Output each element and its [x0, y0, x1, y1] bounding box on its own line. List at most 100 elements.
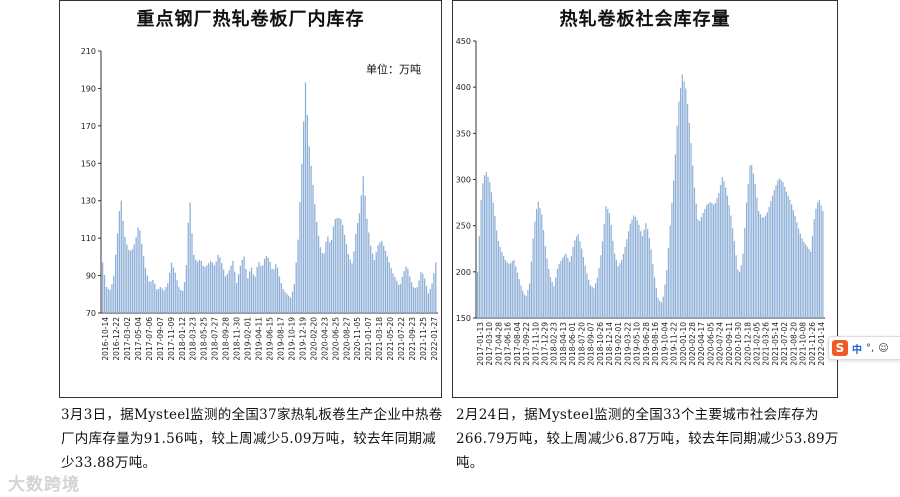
c0-x-tick-label: 2018-09-28	[222, 317, 231, 361]
c0-bar	[109, 289, 111, 313]
c1-bar	[621, 259, 623, 318]
c0-bar	[139, 230, 141, 313]
c0-bar	[174, 272, 176, 313]
c0-bar	[329, 242, 331, 313]
c1-bar	[506, 262, 508, 318]
c0-bar	[284, 291, 286, 313]
c0-bar	[275, 264, 277, 313]
c1-x-tick-label: 2017-04-28	[494, 322, 503, 366]
right-chart-title: 热轧卷板社会库存量	[559, 9, 731, 30]
c1-bar	[712, 204, 715, 318]
c1-bar	[732, 228, 734, 318]
c1-bar	[692, 165, 694, 318]
c1-bar	[709, 201, 711, 318]
c0-x-tick-label: 2022-01-27	[430, 317, 439, 361]
sogou-logo-icon[interactable]: S	[832, 340, 848, 356]
c1-bar	[740, 265, 742, 318]
c0-bar	[276, 267, 279, 313]
c1-bar	[598, 268, 600, 318]
c1-bar	[660, 302, 663, 318]
ime-chinese-mode[interactable]: 中	[852, 344, 862, 356]
c0-x-tick-label: 2019-10-19	[287, 317, 296, 361]
c1-x-tick-label: 2017-03-10	[485, 322, 494, 366]
c1-bar	[686, 103, 689, 318]
c1-bar	[591, 286, 593, 318]
c0-bar	[183, 282, 186, 313]
c0-bar	[401, 276, 403, 313]
c0-bar	[370, 245, 372, 313]
c1-bar	[575, 236, 578, 318]
c0-bar	[234, 271, 236, 313]
c1-bar	[657, 298, 659, 318]
c1-bar	[626, 239, 628, 318]
c0-bar	[332, 226, 335, 313]
left-chart-plot: 70 90 110 130 150 170 190 210 2016-10-14 2016-12-…	[81, 47, 439, 361]
c1-x-tick-label: 2018-04-13	[559, 322, 568, 366]
c1-bar	[643, 229, 645, 318]
left-chart-title: 重点钢厂热轧卷板厂内库存	[136, 9, 365, 30]
c1-bar	[806, 246, 808, 318]
c1-bar	[614, 253, 616, 318]
c0-bar	[228, 270, 230, 313]
c1-bar	[640, 231, 642, 318]
c0-x-tick-label: 2020-02-20	[309, 317, 318, 361]
c0-bar	[236, 282, 238, 313]
c1-bar	[579, 241, 581, 318]
c0-bar	[243, 256, 245, 313]
c1-bar	[546, 258, 548, 318]
c0-bar	[103, 274, 106, 313]
c0-y-tick-label: 170	[81, 122, 96, 131]
c1-bar	[490, 192, 493, 318]
c1-bar	[503, 255, 505, 318]
c1-bar	[752, 173, 755, 318]
c0-bar	[237, 274, 240, 313]
c0-bar	[165, 286, 167, 313]
c0-bar	[126, 244, 128, 313]
c0-bar	[422, 273, 424, 313]
c1-bar	[820, 205, 822, 318]
c1-bar	[567, 257, 569, 318]
c0-bar	[405, 266, 407, 313]
c1-bar	[688, 122, 690, 319]
c0-bar	[185, 264, 188, 313]
c1-bar	[610, 224, 612, 318]
c1-bar	[683, 81, 685, 318]
c1-bar	[508, 263, 510, 318]
c1-bar	[544, 246, 546, 318]
c0-bar	[265, 255, 268, 313]
c0-bar	[310, 165, 312, 313]
c1-bar	[804, 244, 807, 318]
c1-bar	[673, 180, 675, 318]
ime-toolbar[interactable]: S 中 °, ☺	[828, 336, 900, 360]
c1-bar	[735, 255, 737, 318]
c1-bar	[622, 253, 624, 318]
c0-bar	[142, 256, 145, 313]
c1-bar	[553, 286, 555, 318]
c0-bar	[358, 213, 361, 313]
ime-punctuation-mode[interactable]: °,	[866, 342, 875, 354]
c0-bar	[355, 234, 357, 313]
c0-bar	[420, 271, 422, 313]
c1-x-tick-label: 2020-04-17	[697, 322, 706, 366]
c0-x-tick-label: 2021-01-07	[364, 317, 373, 361]
c0-bar	[416, 287, 418, 313]
c1-bar	[542, 230, 545, 318]
c0-bar	[423, 278, 426, 313]
c1-bar	[577, 234, 579, 318]
c0-bar	[191, 233, 193, 313]
c1-bar	[647, 229, 649, 318]
c0-y-tick-label: 210	[81, 47, 96, 56]
c0-x-tick-label: 2020-11-05	[353, 317, 362, 361]
c0-bar	[407, 268, 409, 313]
c1-bar	[629, 223, 631, 318]
c1-bar	[648, 237, 650, 318]
ime-emoji-icon[interactable]: ☺	[878, 342, 889, 354]
c1-bar	[655, 287, 657, 318]
c1-bar	[719, 184, 722, 318]
c1-x-tick-label: 2017-08-04	[513, 322, 522, 366]
c1-bar	[811, 235, 814, 318]
c1-bar	[523, 294, 526, 318]
c0-bar	[161, 288, 163, 313]
c0-bar	[141, 243, 143, 313]
c0-bar	[338, 218, 340, 313]
